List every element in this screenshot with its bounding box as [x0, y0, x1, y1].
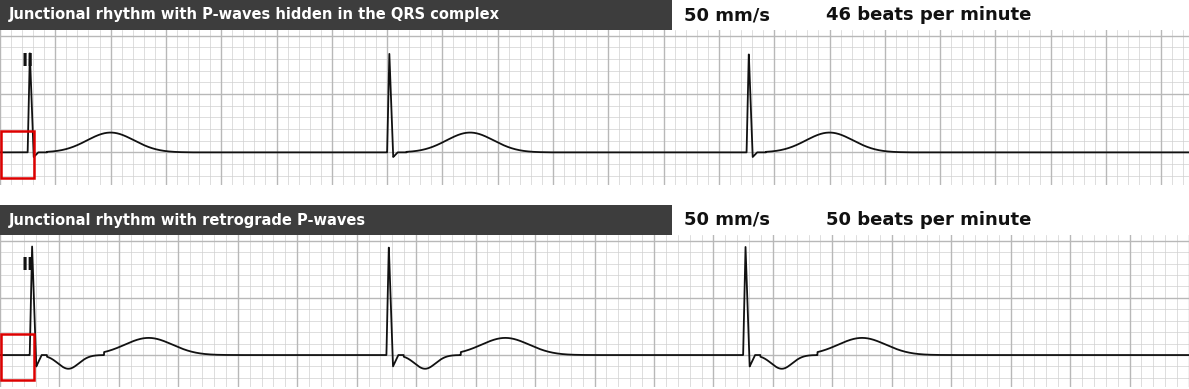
Bar [1, 335, 34, 380]
Bar [0, 205, 672, 235]
Text: Junctional rhythm with retrograde P-waves: Junctional rhythm with retrograde P-wave… [8, 212, 365, 228]
Text: 50 mm/s: 50 mm/s [684, 211, 769, 229]
Text: 50 beats per minute: 50 beats per minute [826, 211, 1032, 229]
Text: 50 mm/s: 50 mm/s [684, 6, 769, 24]
Bar [0, 131, 33, 178]
Text: II: II [21, 52, 33, 70]
Text: 46 beats per minute: 46 beats per minute [826, 6, 1032, 24]
Text: Junctional rhythm with P-waves hidden in the QRS complex: Junctional rhythm with P-waves hidden in… [8, 7, 499, 23]
Bar [0, 0, 672, 30]
Text: II: II [21, 256, 33, 274]
